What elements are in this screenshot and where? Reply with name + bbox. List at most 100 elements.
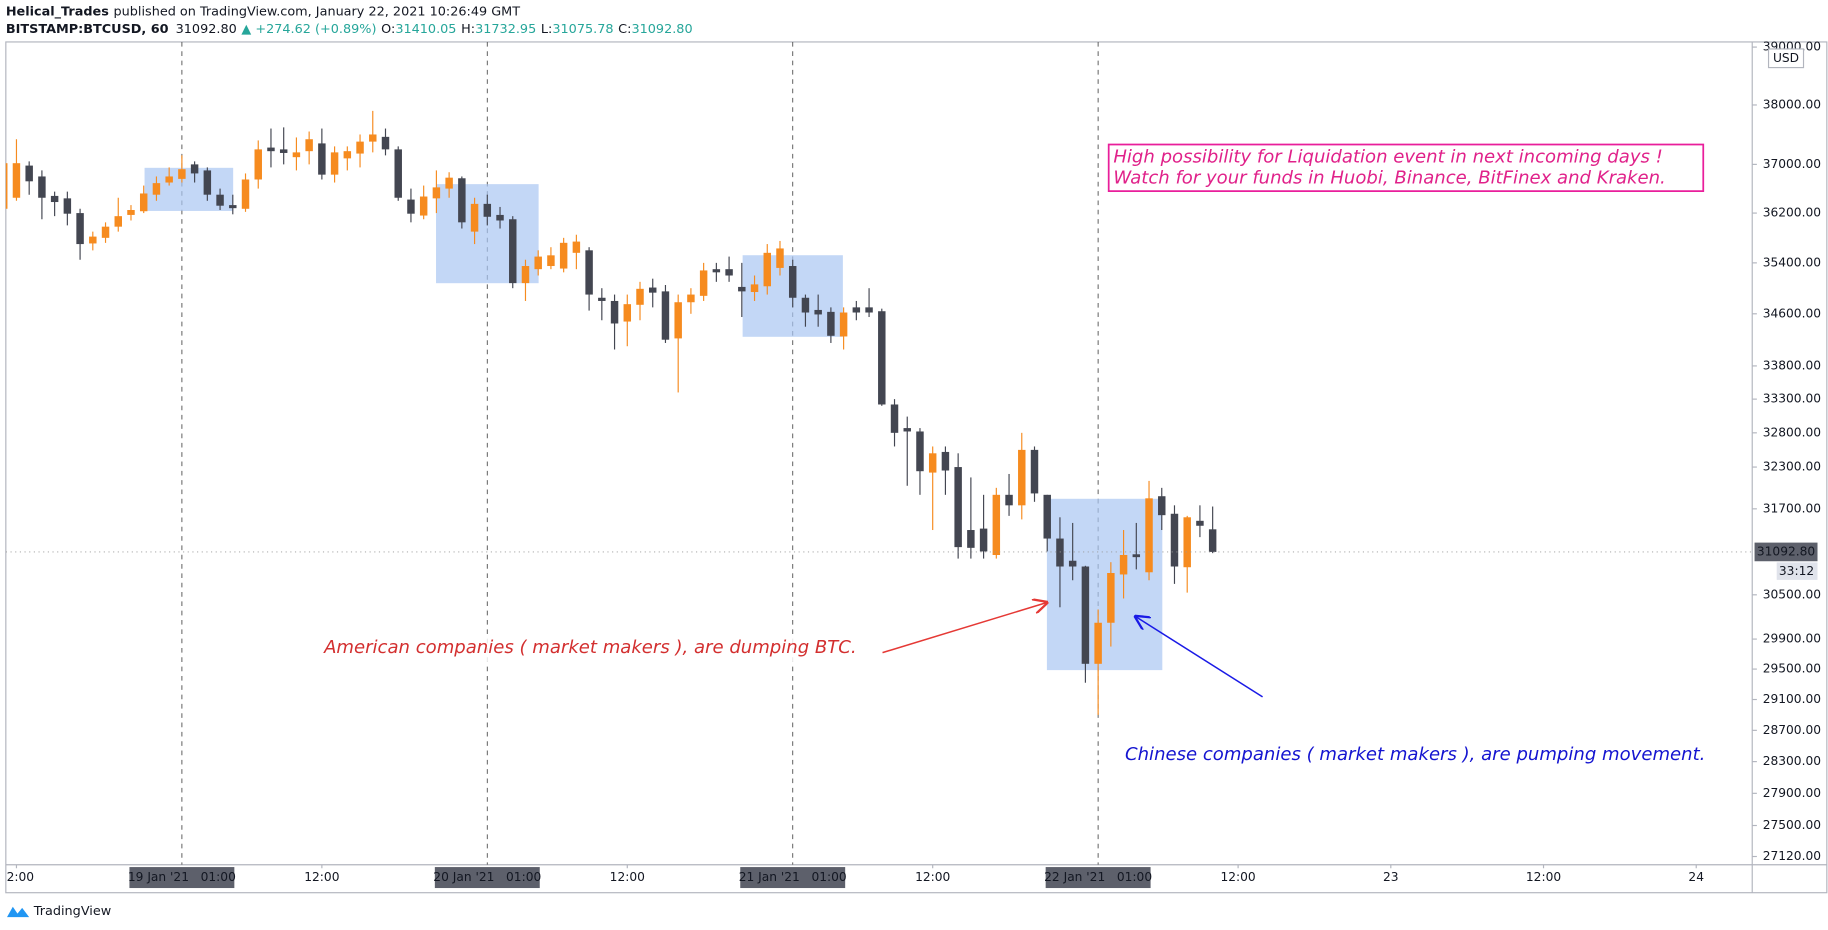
candle-body: [979, 528, 988, 552]
candle-body: [534, 256, 542, 270]
candle-body: [127, 210, 135, 215]
candle-body: [1119, 554, 1128, 575]
x-tick-label: 12:00: [1220, 870, 1255, 884]
candle-body: [750, 284, 759, 293]
candle-body: [839, 312, 848, 337]
highlight-boxes: [144, 167, 1163, 671]
candle-body: [63, 198, 72, 214]
candle-body: [585, 250, 593, 295]
candle-body: [76, 213, 84, 245]
candle-body: [661, 291, 670, 340]
candle-body: [279, 149, 288, 153]
american-text: American companies ( market makers ), ar…: [323, 637, 857, 658]
candle-body: [509, 219, 517, 284]
candle-body: [1005, 494, 1013, 506]
candle-body: [470, 203, 479, 232]
candle-body: [610, 300, 619, 324]
candle-body: [178, 169, 186, 179]
candle-body: [941, 451, 950, 471]
candle-body: [1170, 513, 1179, 567]
warning-box: [1107, 143, 1705, 193]
header-line: Helical_Trades published on TradingView.c…: [6, 4, 520, 19]
x-tick-box: [434, 867, 540, 889]
candle-body: [559, 242, 568, 269]
ohlc-label: C:: [618, 22, 631, 37]
y-tick-label: 29100.00: [1763, 692, 1821, 706]
y-tick-label: 30500.00: [1763, 587, 1821, 601]
y-tick-label: 35400.00: [1763, 255, 1821, 269]
candle-body: [432, 187, 441, 199]
candle-body: [738, 286, 746, 292]
candle-body: [636, 288, 644, 305]
x-tick-label: 20 Jan '21 01:00: [433, 870, 541, 884]
x-tick-box: [740, 867, 846, 889]
candle-body: [699, 270, 708, 296]
ohlc-label: L:: [541, 22, 552, 37]
candle-body: [343, 151, 352, 159]
candle-body: [776, 248, 784, 268]
currency-box: [1767, 48, 1805, 69]
x-tick-label: 23: [1383, 870, 1399, 884]
last-price-label: 31092.80: [1757, 544, 1815, 558]
y-tick-label: 27900.00: [1763, 786, 1821, 800]
x-tick-label: 21 Jan '21 01:00: [739, 870, 847, 884]
label-bg: [1120, 741, 1727, 770]
chinese-text: Chinese companies ( market makers ), are…: [1125, 744, 1705, 765]
candle-body: [139, 193, 148, 212]
candle-body: [1081, 566, 1090, 664]
candle-body: [419, 196, 428, 216]
candle-body: [865, 307, 873, 313]
candle-body: [1132, 554, 1141, 558]
candle-body: [1056, 538, 1064, 567]
candle-body: [1158, 496, 1166, 516]
last: 31092.80: [176, 22, 237, 37]
session-lines: [181, 41, 1099, 865]
candle-body: [992, 494, 1001, 555]
frame: [5, 41, 1828, 894]
y-tick-label: 31700.00: [1763, 501, 1821, 515]
symbol: BITSTAMP:BTCUSD, 60: [6, 22, 169, 37]
candle-body: [878, 311, 886, 405]
x-tick-box: [129, 867, 235, 889]
candle-body: [12, 163, 21, 198]
y-tick-label: 28300.00: [1763, 754, 1821, 768]
candle-body: [1183, 517, 1191, 568]
candle-body: [216, 194, 224, 206]
x-tick-label: 24: [1688, 870, 1704, 884]
candle-body: [903, 428, 911, 432]
candle-body: [967, 530, 975, 548]
x-tick-label: 19 Jan '21 01:00: [128, 870, 236, 884]
candle-body: [254, 149, 262, 180]
ohlc-label: H:: [461, 22, 475, 37]
candle-body: [827, 311, 835, 336]
ohlc-label: O:: [381, 22, 395, 37]
candle-body: [50, 195, 59, 203]
candle-body: [712, 269, 721, 273]
highlight-box: [1046, 498, 1163, 671]
candle-body: [241, 179, 250, 209]
candle-body: [763, 252, 771, 287]
candle-body: [458, 178, 466, 223]
candle-body: [649, 287, 657, 293]
warning-text: High possibility for Liquidation event i…: [1113, 146, 1663, 167]
price-axis: 39000.0038000.0037000.0036200.0035400.00…: [1752, 40, 1821, 863]
candle-body: [229, 205, 237, 209]
candle-body: [203, 170, 212, 195]
candle-body: [788, 266, 797, 298]
ohlc-value: 31732.95: [475, 22, 536, 37]
candle-body: [190, 164, 199, 174]
candle-body: [1030, 449, 1039, 494]
y-tick-label: 36200.00: [1763, 206, 1821, 220]
candle-body: [852, 307, 861, 313]
candle-body: [1196, 520, 1204, 526]
candle-body: [1018, 449, 1026, 506]
candle-body: [623, 304, 632, 322]
y-tick-label: 33300.00: [1763, 392, 1821, 406]
arrow: [882, 603, 1047, 654]
symbol-line: BITSTAMP:BTCUSD, 60 31092.80 ▲ +274.62 (+0…: [6, 22, 693, 37]
candle-body: [598, 297, 606, 301]
arrow: [1136, 617, 1263, 698]
candle-body: [572, 241, 581, 253]
